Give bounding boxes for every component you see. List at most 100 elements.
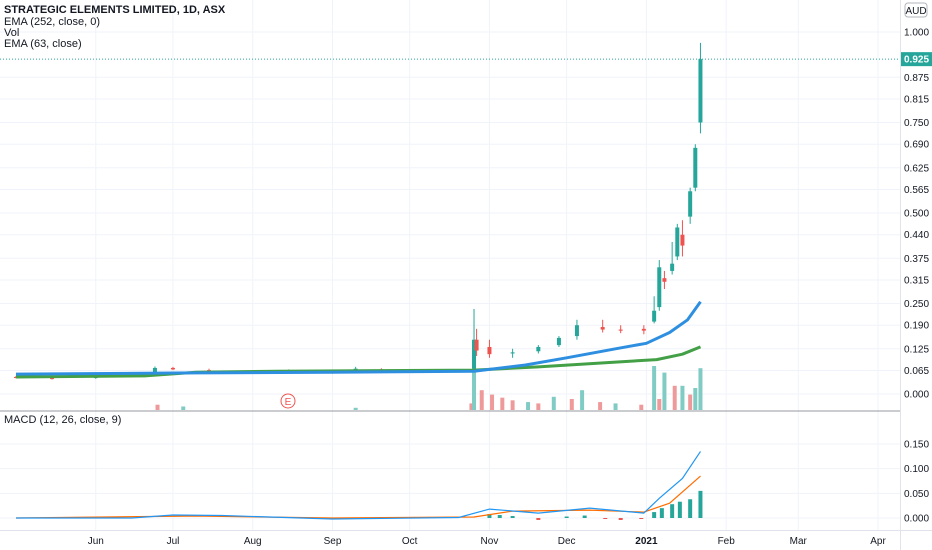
- candle-body: [556, 337, 561, 346]
- candle-body: [698, 59, 703, 123]
- macd-histogram-bar: [564, 516, 569, 518]
- price-tick-label: 0.815: [904, 94, 929, 105]
- earnings-event-icon[interactable]: [280, 393, 296, 409]
- study-ema252-label[interactable]: EMA (252, close, 0): [4, 16, 100, 28]
- candles: [14, 42, 703, 380]
- macd-histogram-bar: [652, 512, 657, 518]
- candle-body: [662, 278, 667, 282]
- ema-lines: [15, 300, 702, 379]
- price-tick-label: 0.690: [904, 140, 929, 151]
- candle-body: [536, 346, 541, 352]
- time-tick-label: Aug: [244, 536, 262, 547]
- candle-body: [693, 147, 698, 188]
- grid: [0, 0, 900, 530]
- volume-bar: [569, 399, 574, 410]
- price-tick-label: 1.000: [904, 28, 929, 39]
- volume-bar: [155, 404, 160, 410]
- macd-histogram-bar: [510, 516, 515, 518]
- candle-body: [670, 263, 675, 271]
- candle-body: [14, 376, 18, 378]
- volume-bar: [672, 385, 677, 410]
- price-axis[interactable]: 1.000 0.875 0.815 0.750 0.690 0.625 0.565 0.500…: [904, 28, 929, 525]
- volume-bar: [353, 407, 358, 410]
- price-tick-label: 0.250: [904, 299, 929, 310]
- candle-body: [675, 227, 680, 257]
- volume-bar: [469, 403, 474, 410]
- candle-body: [152, 367, 157, 373]
- price-tick-label: 0.125: [904, 344, 929, 355]
- macd-histogram-bar: [582, 515, 587, 518]
- currency-badge[interactable]: [904, 2, 928, 18]
- currency-label: AUD: [905, 6, 926, 17]
- volume-bar: [698, 368, 703, 410]
- symbol-title[interactable]: STRATEGIC ELEMENTS LIMITED, 1D, ASX: [4, 4, 226, 16]
- macd-histogram-bar: [639, 518, 644, 519]
- macd-histogram-bar: [659, 508, 664, 518]
- macd-histogram-bar: [688, 499, 693, 518]
- volume-bars: [155, 366, 703, 410]
- volume-bar: [662, 372, 667, 410]
- time-tick-label: Apr: [870, 536, 886, 547]
- volume-bar: [639, 404, 644, 410]
- candle-body: [474, 339, 479, 351]
- ema252-line: [15, 300, 702, 376]
- earnings-event-letter: E: [285, 397, 292, 408]
- candle-body: [641, 328, 646, 331]
- macd-histogram-bar: [487, 514, 492, 518]
- candle-body: [170, 367, 175, 370]
- candle-body: [487, 346, 492, 355]
- candle-body: [652, 310, 657, 322]
- volume-bar: [657, 399, 662, 410]
- price-tick-label: 0.875: [904, 73, 929, 84]
- candle-body: [50, 378, 55, 380]
- candle-body: [680, 234, 685, 246]
- candle-body: [657, 267, 662, 308]
- macd-tick-label: 0.100: [904, 464, 929, 475]
- volume-bar: [551, 396, 556, 410]
- candle-body: [472, 339, 477, 369]
- macd-histogram-bar: [497, 515, 502, 518]
- candle-body: [574, 325, 579, 337]
- last-price-badge: [901, 52, 932, 67]
- macd-tick-label: 0.000: [904, 514, 929, 525]
- study-vol-label[interactable]: Vol: [4, 27, 19, 39]
- time-tick-label: Jul: [167, 536, 180, 547]
- time-tick-label: Sep: [324, 536, 342, 547]
- time-axis[interactable]: Jun Jul Aug Sep Oct Nov Dec 2021 Feb Mar Apr: [88, 536, 887, 547]
- volume-bar: [680, 385, 685, 410]
- macd-title[interactable]: MACD (12, 26, close, 9): [4, 414, 121, 426]
- time-tick-label: 2021: [635, 536, 658, 547]
- macd-histogram-bar: [677, 501, 682, 518]
- volume-bar: [693, 388, 698, 410]
- time-tick-label: Feb: [718, 536, 736, 547]
- volume-bar: [472, 366, 477, 410]
- price-tick-label: 0.190: [904, 321, 929, 332]
- candle-body: [618, 329, 623, 331]
- macd-histogram-bar: [603, 518, 608, 519]
- last-price-value: 0.925: [904, 55, 929, 66]
- volume-bar: [510, 400, 515, 410]
- time-tick-label: Mar: [790, 536, 808, 547]
- price-tick-label: 0.315: [904, 275, 929, 286]
- time-tick-label: Jun: [88, 536, 104, 547]
- volume-bar: [490, 394, 495, 410]
- macd-line: [16, 451, 701, 520]
- volume-bar: [688, 394, 693, 410]
- candle-body: [688, 191, 693, 217]
- price-tick-label: 0.375: [904, 254, 929, 265]
- signal-line: [15, 475, 701, 519]
- time-tick-label: Oct: [402, 536, 418, 547]
- macd-tick-label: 0.050: [904, 489, 929, 500]
- price-tick-label: 0.500: [904, 209, 929, 220]
- macd-histogram-bar: [670, 504, 675, 518]
- macd-histogram-bar: [698, 490, 703, 518]
- time-tick-label: Nov: [481, 536, 499, 547]
- volume-bar: [500, 397, 505, 410]
- study-ema63-label[interactable]: EMA (63, close): [4, 38, 82, 50]
- volume-bar: [598, 402, 603, 410]
- macd-pane: [15, 451, 703, 520]
- price-tick-label: 0.565: [904, 185, 929, 196]
- time-tick-label: Dec: [558, 536, 576, 547]
- price-tick-label: 0.065: [904, 366, 929, 377]
